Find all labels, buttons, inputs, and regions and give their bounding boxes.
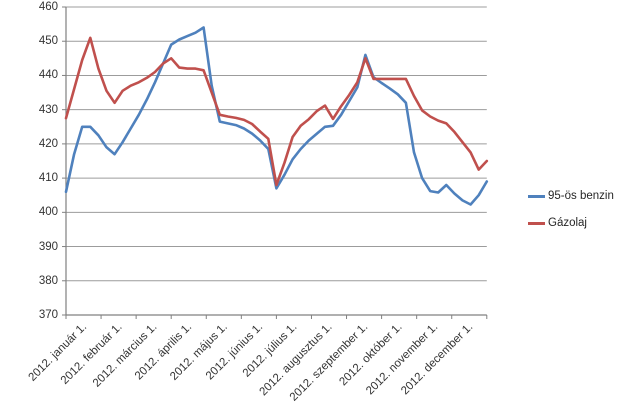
y-axis-tick-label: 460 (38, 1, 58, 13)
y-axis-tick-label: 430 (38, 103, 58, 116)
legend-swatch-gazolaj (528, 221, 545, 225)
legend-item-benzin: 95-ös benzin (528, 189, 614, 203)
series-line-benzin (64, 26, 489, 206)
legend-swatch-benzin (528, 194, 545, 198)
y-axis-tick-label: 380 (38, 274, 58, 287)
legend: 95-ös benzin Gázolaj (528, 189, 614, 243)
y-axis-tick-label: 370 (38, 309, 58, 321)
legend-item-gazolaj: Gázolaj (528, 216, 614, 230)
legend-label-gazolaj: Gázolaj (548, 217, 587, 229)
series-line-gazolaj (64, 36, 489, 187)
y-axis-tick-label: 410 (38, 172, 58, 185)
y-axis-tick-label: 390 (38, 240, 58, 253)
legend-label-benzin: 95-ös benzin (548, 190, 614, 202)
y-axis-tick-label: 440 (38, 69, 58, 82)
y-axis-tick-label: 420 (38, 137, 58, 150)
y-axis-tick-label: 400 (38, 206, 58, 219)
y-axis-tick-label: 450 (38, 35, 58, 48)
